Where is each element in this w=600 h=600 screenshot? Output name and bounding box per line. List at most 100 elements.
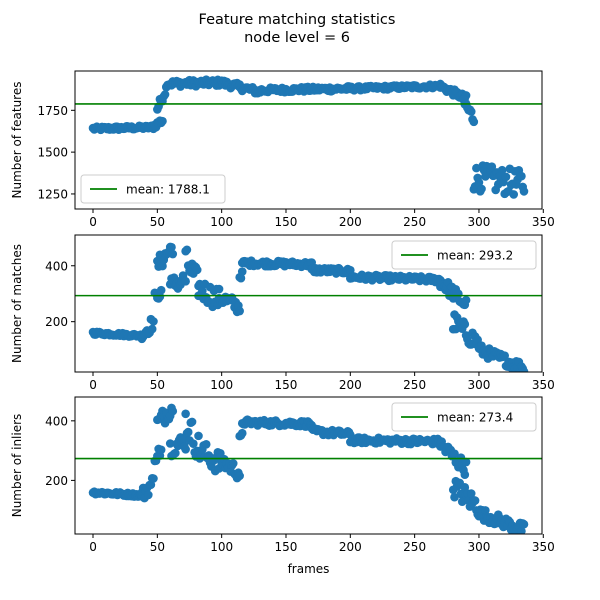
scatter-series <box>88 403 529 534</box>
scatter-point <box>189 439 198 449</box>
y-axis-label: Number of matches <box>10 244 24 363</box>
scatter-point <box>158 116 167 126</box>
legend-label: mean: 293.2 <box>437 249 513 263</box>
scatter-point <box>517 526 526 534</box>
scatter-point <box>214 284 224 294</box>
scatter-point <box>168 406 178 416</box>
scatter-point <box>470 496 480 505</box>
scatter-point <box>147 324 157 334</box>
scatter-point <box>235 306 244 316</box>
y-axis-label: Number of inliers <box>10 414 24 518</box>
legend-box <box>80 174 226 204</box>
x-tick-label: 350 <box>532 378 555 392</box>
x-tick-label: 200 <box>339 378 362 392</box>
scatter-point <box>171 448 180 458</box>
y-tick-label: 1750 <box>37 104 68 118</box>
scatter-point <box>454 289 463 299</box>
axes-frame <box>74 396 543 535</box>
scatter-point <box>450 449 459 458</box>
x-tick-label: 150 <box>275 215 298 229</box>
y-tick-label: 1500 <box>37 146 68 160</box>
x-tick-label: 0 <box>89 378 97 392</box>
scatter-point <box>201 439 211 449</box>
x-tick-label: 0 <box>89 215 97 229</box>
x-tick-label: 50 <box>150 215 165 229</box>
legend: mean: 293.2 <box>391 240 537 270</box>
scatter-point <box>156 445 166 455</box>
figure-suptitle: Feature matching statistics <box>199 12 396 28</box>
x-tick-label: 0 <box>89 540 97 554</box>
scatter-point <box>144 490 153 500</box>
scatter-point <box>194 431 203 441</box>
legend-label: mean: 1788.1 <box>126 183 210 197</box>
scatter-point <box>509 190 518 199</box>
axes-frame <box>74 70 543 210</box>
x-tick-label: 250 <box>403 378 426 392</box>
scatter-point <box>228 459 238 468</box>
scatter-point <box>519 367 529 372</box>
legend: mean: 273.4 <box>391 402 537 432</box>
scatter-point <box>149 317 158 326</box>
x-tick-label: 350 <box>532 215 555 229</box>
subplot-2: 0 50 100 150 200 250 300 350 200 400 Number of mat… <box>10 234 555 392</box>
scatter-point <box>168 249 178 259</box>
scatter-point <box>519 187 529 196</box>
scatter-point <box>500 351 509 360</box>
scatter-point <box>461 295 471 305</box>
x-tick-label: 250 <box>403 540 426 554</box>
y-tick-label: 1250 <box>37 187 68 201</box>
y-tick-label: 200 <box>45 474 68 488</box>
x-tick-label: 200 <box>339 540 362 554</box>
x-tick-label: 250 <box>403 215 426 229</box>
subplot-3: 0 50 100 150 200 250 300 350 200 400 Number of inl… <box>10 396 555 576</box>
scatter-point <box>236 273 246 283</box>
legend: mean: 1788.1 <box>80 174 226 204</box>
scatter-point <box>183 427 193 437</box>
scatter-point <box>235 471 244 481</box>
scatter-point <box>160 90 170 99</box>
scatter-point <box>182 245 192 255</box>
scatter-series <box>88 75 529 199</box>
scatter-point <box>237 428 247 438</box>
scatter-point <box>156 285 166 295</box>
x-tick-label: 300 <box>468 378 491 392</box>
scatter-point <box>497 165 507 175</box>
scatter-point <box>192 265 202 275</box>
y-tick-label: 400 <box>45 414 68 428</box>
scatter-point <box>519 519 529 529</box>
scatter-point <box>472 163 481 173</box>
x-tick-label: 300 <box>468 540 491 554</box>
x-tick-label: 50 <box>150 378 165 392</box>
y-tick-label: 400 <box>45 259 68 273</box>
legend-box <box>391 402 537 432</box>
scatter-series <box>88 242 529 372</box>
y-axis-label: Number of features <box>10 82 24 199</box>
x-tick-label: 200 <box>339 215 362 229</box>
scatter-point <box>165 439 175 448</box>
x-tick-label: 100 <box>210 215 233 229</box>
scatter-point <box>487 162 497 171</box>
scatter-point <box>517 171 526 181</box>
scatter-point <box>187 417 197 427</box>
legend-label: mean: 273.4 <box>437 411 513 425</box>
x-tick-label: 50 <box>150 540 165 554</box>
scatter-point <box>457 497 467 506</box>
scatter-point <box>149 474 158 483</box>
scatter-point <box>198 286 207 296</box>
scatter-point <box>466 107 476 116</box>
subplots: 0 50 100 150 200 250 300 350125015001750Number … <box>10 70 555 576</box>
scatter-point <box>460 319 470 329</box>
axes-frame <box>74 234 543 373</box>
scatter-point <box>461 457 471 467</box>
x-tick-label: 150 <box>275 378 298 392</box>
subplot-1: 0 50 100 150 200 250 300 350 1250 1500 1750 Number … <box>10 70 555 229</box>
x-tick-label: 100 <box>210 540 233 554</box>
scatter-point <box>450 492 459 502</box>
scatter-point <box>237 267 247 276</box>
legend-box <box>391 240 537 270</box>
scatter-point <box>477 184 486 194</box>
x-tick-label: 100 <box>210 378 233 392</box>
scatter-point <box>501 172 511 182</box>
scatter-point <box>178 435 188 444</box>
